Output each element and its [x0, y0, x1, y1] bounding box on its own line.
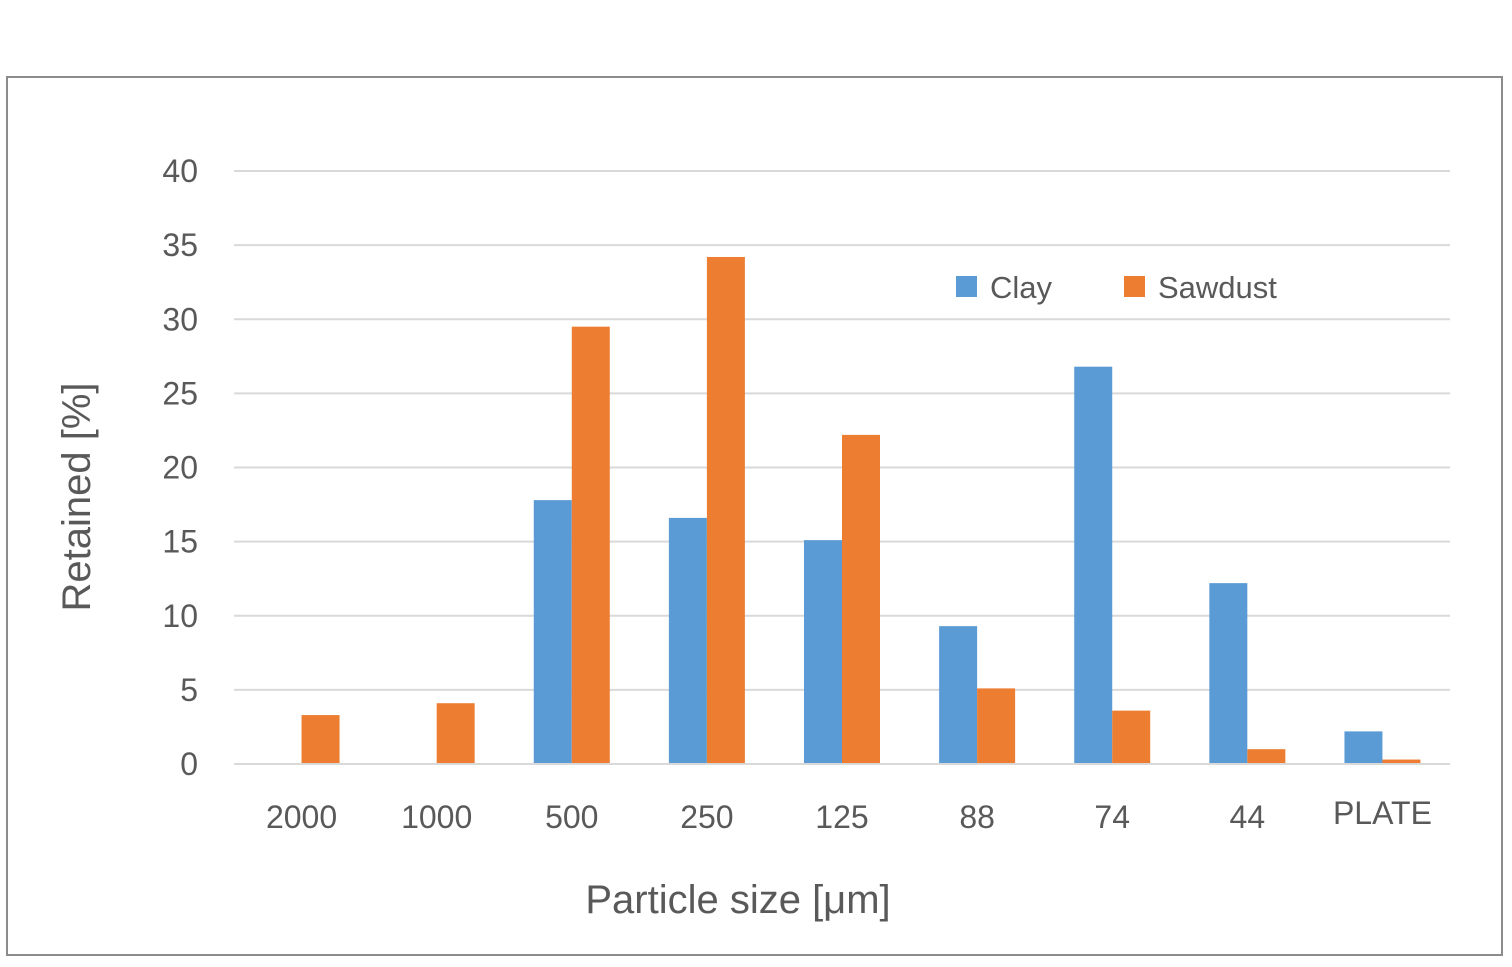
x-tick-label: 88 — [959, 799, 995, 835]
bar-clay-74 — [1074, 366, 1113, 764]
bars — [234, 256, 1450, 765]
bar-sawdust-125 — [842, 434, 880, 764]
legend-swatch-clay — [956, 276, 977, 297]
x-axis-title: Particle size [μm] — [585, 878, 890, 922]
y-axis-title: Retained [%] — [55, 382, 99, 611]
x-axis-ticks: 2000 1000 500 250 125 88 74 44 PLATE — [266, 795, 1432, 835]
bar-sawdust-plate — [1382, 759, 1421, 764]
bar-sawdust-44 — [1247, 749, 1286, 764]
y-tick-label: 40 — [162, 153, 198, 189]
y-tick-label: 35 — [162, 227, 198, 263]
y-axis-ticks: 0 5 10 15 20 25 30 35 40 — [162, 153, 198, 782]
bar-sawdust-250 — [706, 256, 745, 764]
bar-clay-88 — [939, 626, 978, 764]
x-tick-label: 44 — [1230, 799, 1266, 835]
y-tick-label: 10 — [162, 598, 198, 634]
chart-frame — [6, 76, 1503, 956]
bar-sawdust-1000 — [436, 703, 475, 764]
y-tick-label: 25 — [162, 375, 198, 411]
x-tick-label: PLATE — [1333, 795, 1432, 831]
bar-sawdust-88 — [977, 688, 1016, 764]
bar-clay-125 — [804, 540, 842, 764]
bar-clay-plate — [1344, 731, 1383, 764]
y-tick-label: 0 — [180, 746, 198, 782]
legend-label-clay: Clay — [990, 270, 1053, 305]
legend: Clay Sawdust — [956, 270, 1277, 305]
x-tick-label: 74 — [1094, 799, 1130, 835]
x-tick-label: 250 — [680, 799, 733, 835]
y-tick-label: 30 — [162, 301, 198, 337]
bar-clay-500 — [533, 500, 572, 764]
legend-label-sawdust: Sawdust — [1158, 270, 1277, 305]
y-tick-label: 20 — [162, 450, 198, 486]
x-tick-label: 500 — [545, 799, 598, 835]
bar-sawdust-2000 — [301, 715, 340, 764]
bar-sawdust-74 — [1112, 710, 1151, 764]
x-tick-label: 1000 — [401, 799, 472, 835]
bar-clay-250 — [668, 517, 707, 764]
legend-swatch-sawdust — [1124, 276, 1145, 297]
bar-clay-44 — [1209, 583, 1248, 764]
x-tick-label: 2000 — [266, 799, 337, 835]
bar-sawdust-500 — [571, 326, 610, 764]
x-tick-label: 125 — [815, 799, 868, 835]
y-tick-label: 15 — [162, 524, 198, 560]
y-tick-label: 5 — [180, 672, 198, 708]
